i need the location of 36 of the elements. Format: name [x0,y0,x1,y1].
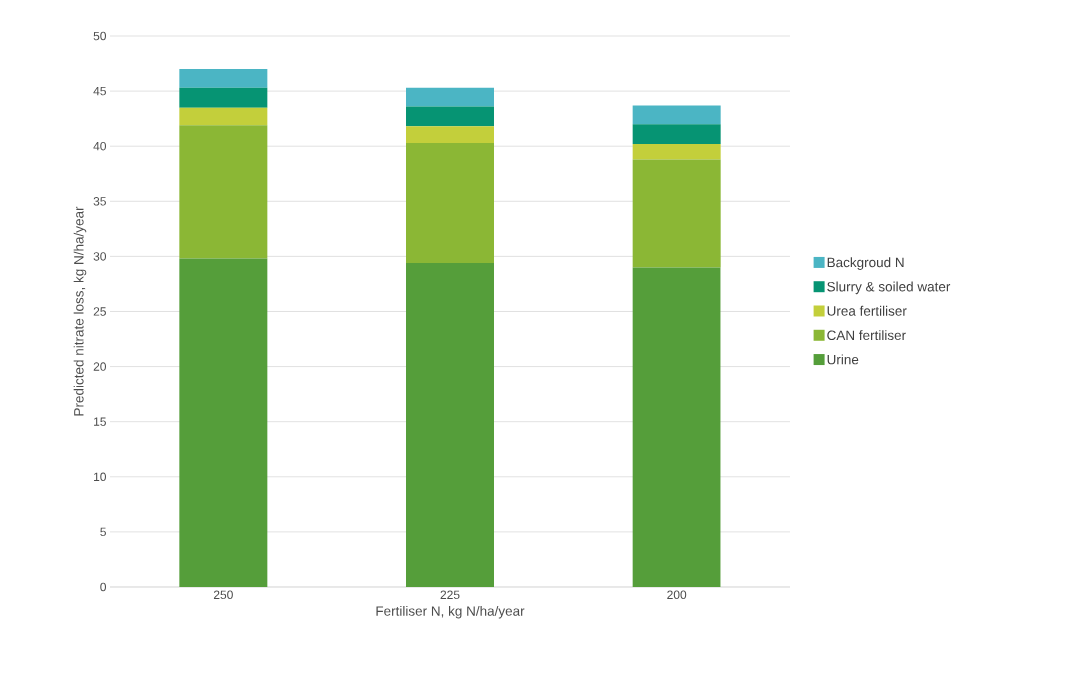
bar [632,124,721,144]
y-tick-label: 10 [94,472,107,482]
y-tick-label: 50 [93,31,107,41]
bar [179,69,268,88]
bar [632,267,721,587]
x-tick-label: 225 [440,590,460,600]
bar [632,159,721,268]
bar [179,87,268,108]
x-tick-label: 250 [213,590,233,600]
y-tick-label: 15 [94,417,106,426]
bar [632,143,721,160]
y-tick-label: 0 [100,582,107,592]
y-axis-title: Predicted nitrate loss, kg N/ha/year [73,206,87,416]
x-axis-title: Fertiliser N, kg N/ha/year [376,605,525,619]
bar [406,263,494,587]
y-tick-label: 5 [100,527,106,537]
y-tick-label: 20 [93,362,107,371]
bar [406,142,494,263]
bar [632,105,721,125]
bar [179,107,268,126]
x-tick-label: 200 [667,590,687,600]
y-tick-label: 35 [93,197,106,206]
legend-label: Urine [827,354,859,365]
y-tick-label: 45 [93,86,106,96]
y-tick-label: 25 [93,307,106,316]
bar [406,106,494,127]
bar [179,125,268,259]
legend-label: Backgroud N [827,257,904,270]
legend-label: Slurry & soiled water [827,281,951,295]
y-tick-label: 40 [93,141,107,151]
legend-label: CAN fertiliser [827,330,906,341]
legend-label: Urea fertiliser [827,305,907,316]
bar [406,126,494,143]
bar [406,87,494,107]
y-tick-label: 30 [93,252,107,261]
bar [179,258,268,587]
